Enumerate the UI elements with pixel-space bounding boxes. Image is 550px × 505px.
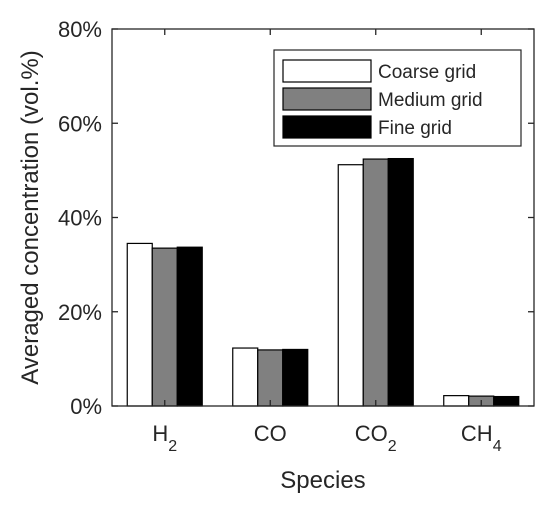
bar-co2-medium-grid <box>362 158 389 407</box>
bar-co2-coarse-grid <box>337 164 364 407</box>
y-axis-label: Averaged concentration (vol.%) <box>17 50 44 384</box>
x-tick-label-base: H <box>152 421 168 446</box>
y-tick-label: 60% <box>58 111 102 136</box>
bars-layer <box>126 157 520 407</box>
bar-co-coarse-grid <box>232 347 259 407</box>
x-tick-label-co2: CO2 <box>355 421 397 455</box>
x-tick-label-ch4: CH4 <box>461 421 502 455</box>
bar-h2-fine-grid <box>176 246 203 407</box>
legend-swatch-medium-grid <box>282 87 372 111</box>
x-tick-label-subscript: 4 <box>493 438 502 455</box>
bar-h2-medium-grid <box>151 247 178 407</box>
y-tick-label: 0% <box>70 394 102 419</box>
y-tick-label: 80% <box>58 17 102 42</box>
bar-co-fine-grid <box>282 348 309 407</box>
legend-label-medium-grid: Medium grid <box>378 90 483 111</box>
x-tick-label-co: CO <box>254 421 287 446</box>
legend-swatch-fine-grid <box>282 115 372 139</box>
x-tick-label-h2: H2 <box>152 421 177 455</box>
x-tick-label-base: CO <box>355 421 388 446</box>
y-tick-label: 40% <box>58 206 102 231</box>
bar-ch4-coarse-grid <box>443 395 470 407</box>
x-tick-label-subscript: 2 <box>168 438 177 455</box>
legend-label-fine-grid: Fine grid <box>378 118 452 139</box>
legend: Coarse grid Medium grid Fine grid <box>273 49 522 147</box>
x-axis-label: Species <box>280 467 365 494</box>
legend-swatch-coarse-grid <box>282 59 372 83</box>
legend-label-coarse-grid: Coarse grid <box>378 62 476 83</box>
x-tick-label-base: CH <box>461 421 493 446</box>
x-tick-label-subscript: 2 <box>388 438 397 455</box>
y-tick-label: 20% <box>58 300 102 325</box>
bar-ch4-fine-grid <box>493 395 520 407</box>
bar-co2-fine-grid <box>387 157 414 407</box>
bar-h2-coarse-grid <box>126 242 153 407</box>
x-tick-label-base: CO <box>254 421 287 446</box>
bar-co-medium-grid <box>257 349 284 407</box>
